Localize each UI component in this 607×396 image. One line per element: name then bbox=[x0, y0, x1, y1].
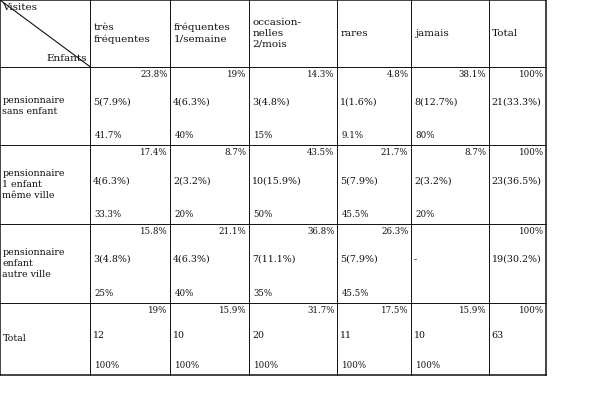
Text: 50%: 50% bbox=[254, 210, 273, 219]
Text: 100%: 100% bbox=[254, 361, 279, 370]
Text: 45.5%: 45.5% bbox=[342, 289, 369, 298]
Text: 4(6.3%): 4(6.3%) bbox=[173, 255, 211, 264]
Text: 5(7.9%): 5(7.9%) bbox=[340, 176, 378, 185]
Text: 19(30.2%): 19(30.2%) bbox=[492, 255, 541, 264]
Text: 26.3%: 26.3% bbox=[381, 227, 409, 236]
Text: fréquentes
1/semaine: fréquentes 1/semaine bbox=[174, 23, 230, 44]
Text: 15.8%: 15.8% bbox=[140, 227, 168, 236]
Text: 100%: 100% bbox=[95, 361, 120, 370]
Text: 8.7%: 8.7% bbox=[225, 148, 246, 157]
Text: 23(36.5%): 23(36.5%) bbox=[492, 176, 541, 185]
Text: 15%: 15% bbox=[254, 131, 273, 140]
Text: 5(7.9%): 5(7.9%) bbox=[340, 255, 378, 264]
Text: Total: Total bbox=[2, 334, 26, 343]
Text: 19%: 19% bbox=[227, 70, 246, 79]
Text: 14.3%: 14.3% bbox=[307, 70, 334, 79]
Text: 10(15.9%): 10(15.9%) bbox=[252, 176, 302, 185]
Text: 25%: 25% bbox=[95, 289, 114, 298]
Text: 40%: 40% bbox=[175, 131, 194, 140]
Text: Enfants: Enfants bbox=[47, 53, 87, 63]
Text: 33.3%: 33.3% bbox=[95, 210, 122, 219]
Text: 21.1%: 21.1% bbox=[219, 227, 246, 236]
Text: 11: 11 bbox=[340, 331, 352, 340]
Text: -: - bbox=[414, 255, 417, 264]
Text: 40%: 40% bbox=[175, 289, 194, 298]
Text: 100%: 100% bbox=[416, 361, 441, 370]
Text: 4(6.3%): 4(6.3%) bbox=[93, 176, 131, 185]
Text: occasion-
nelles
2/mois: occasion- nelles 2/mois bbox=[253, 18, 302, 49]
Text: 10: 10 bbox=[173, 331, 185, 340]
Text: 31.7%: 31.7% bbox=[307, 306, 334, 315]
Text: Visites: Visites bbox=[2, 3, 38, 12]
Text: 80%: 80% bbox=[416, 131, 435, 140]
Text: 45.5%: 45.5% bbox=[342, 210, 369, 219]
Text: 36.8%: 36.8% bbox=[307, 227, 334, 236]
Text: 3(4.8%): 3(4.8%) bbox=[252, 97, 290, 106]
Text: 2(3.2%): 2(3.2%) bbox=[414, 176, 452, 185]
Text: 100%: 100% bbox=[519, 306, 544, 315]
Text: 15.9%: 15.9% bbox=[219, 306, 246, 315]
Text: 8(12.7%): 8(12.7%) bbox=[414, 97, 458, 106]
Text: 7(11.1%): 7(11.1%) bbox=[252, 255, 296, 264]
Text: 100%: 100% bbox=[519, 148, 544, 157]
Text: 23.8%: 23.8% bbox=[140, 70, 168, 79]
Text: pensionnaire
enfant
autre ville: pensionnaire enfant autre ville bbox=[2, 248, 65, 279]
Text: 20%: 20% bbox=[175, 210, 194, 219]
Text: 20%: 20% bbox=[416, 210, 435, 219]
Text: 2(3.2%): 2(3.2%) bbox=[173, 176, 211, 185]
Text: 5(7.9%): 5(7.9%) bbox=[93, 97, 131, 106]
Text: 20: 20 bbox=[252, 331, 264, 340]
Text: 17.4%: 17.4% bbox=[140, 148, 168, 157]
Text: 4(6.3%): 4(6.3%) bbox=[173, 97, 211, 106]
Text: pensionnaire
sans enfant: pensionnaire sans enfant bbox=[2, 96, 65, 116]
Text: 9.1%: 9.1% bbox=[342, 131, 364, 140]
Text: jamais: jamais bbox=[415, 29, 449, 38]
Text: 8.7%: 8.7% bbox=[464, 148, 486, 157]
Text: très
fréquentes: très fréquentes bbox=[93, 23, 150, 44]
Text: 43.5%: 43.5% bbox=[307, 148, 334, 157]
Text: 100%: 100% bbox=[342, 361, 367, 370]
Text: 1(1.6%): 1(1.6%) bbox=[340, 97, 378, 106]
Text: 19%: 19% bbox=[148, 306, 168, 315]
Text: 4.8%: 4.8% bbox=[387, 70, 409, 79]
Text: 41.7%: 41.7% bbox=[95, 131, 123, 140]
Text: 12: 12 bbox=[93, 331, 105, 340]
Text: 17.5%: 17.5% bbox=[381, 306, 409, 315]
Text: 35%: 35% bbox=[254, 289, 273, 298]
Text: 100%: 100% bbox=[175, 361, 200, 370]
Text: 100%: 100% bbox=[519, 227, 544, 236]
Text: 15.9%: 15.9% bbox=[458, 306, 486, 315]
Text: 10: 10 bbox=[414, 331, 426, 340]
Text: 21(33.3%): 21(33.3%) bbox=[492, 97, 541, 106]
Text: Total: Total bbox=[492, 29, 518, 38]
Text: pensionnaire
1 enfant
même ville: pensionnaire 1 enfant même ville bbox=[2, 169, 65, 200]
Text: 100%: 100% bbox=[519, 70, 544, 79]
Text: 38.1%: 38.1% bbox=[458, 70, 486, 79]
Text: 3(4.8%): 3(4.8%) bbox=[93, 255, 131, 264]
Text: 21.7%: 21.7% bbox=[381, 148, 409, 157]
Text: 63: 63 bbox=[492, 331, 504, 340]
Text: rares: rares bbox=[341, 29, 368, 38]
